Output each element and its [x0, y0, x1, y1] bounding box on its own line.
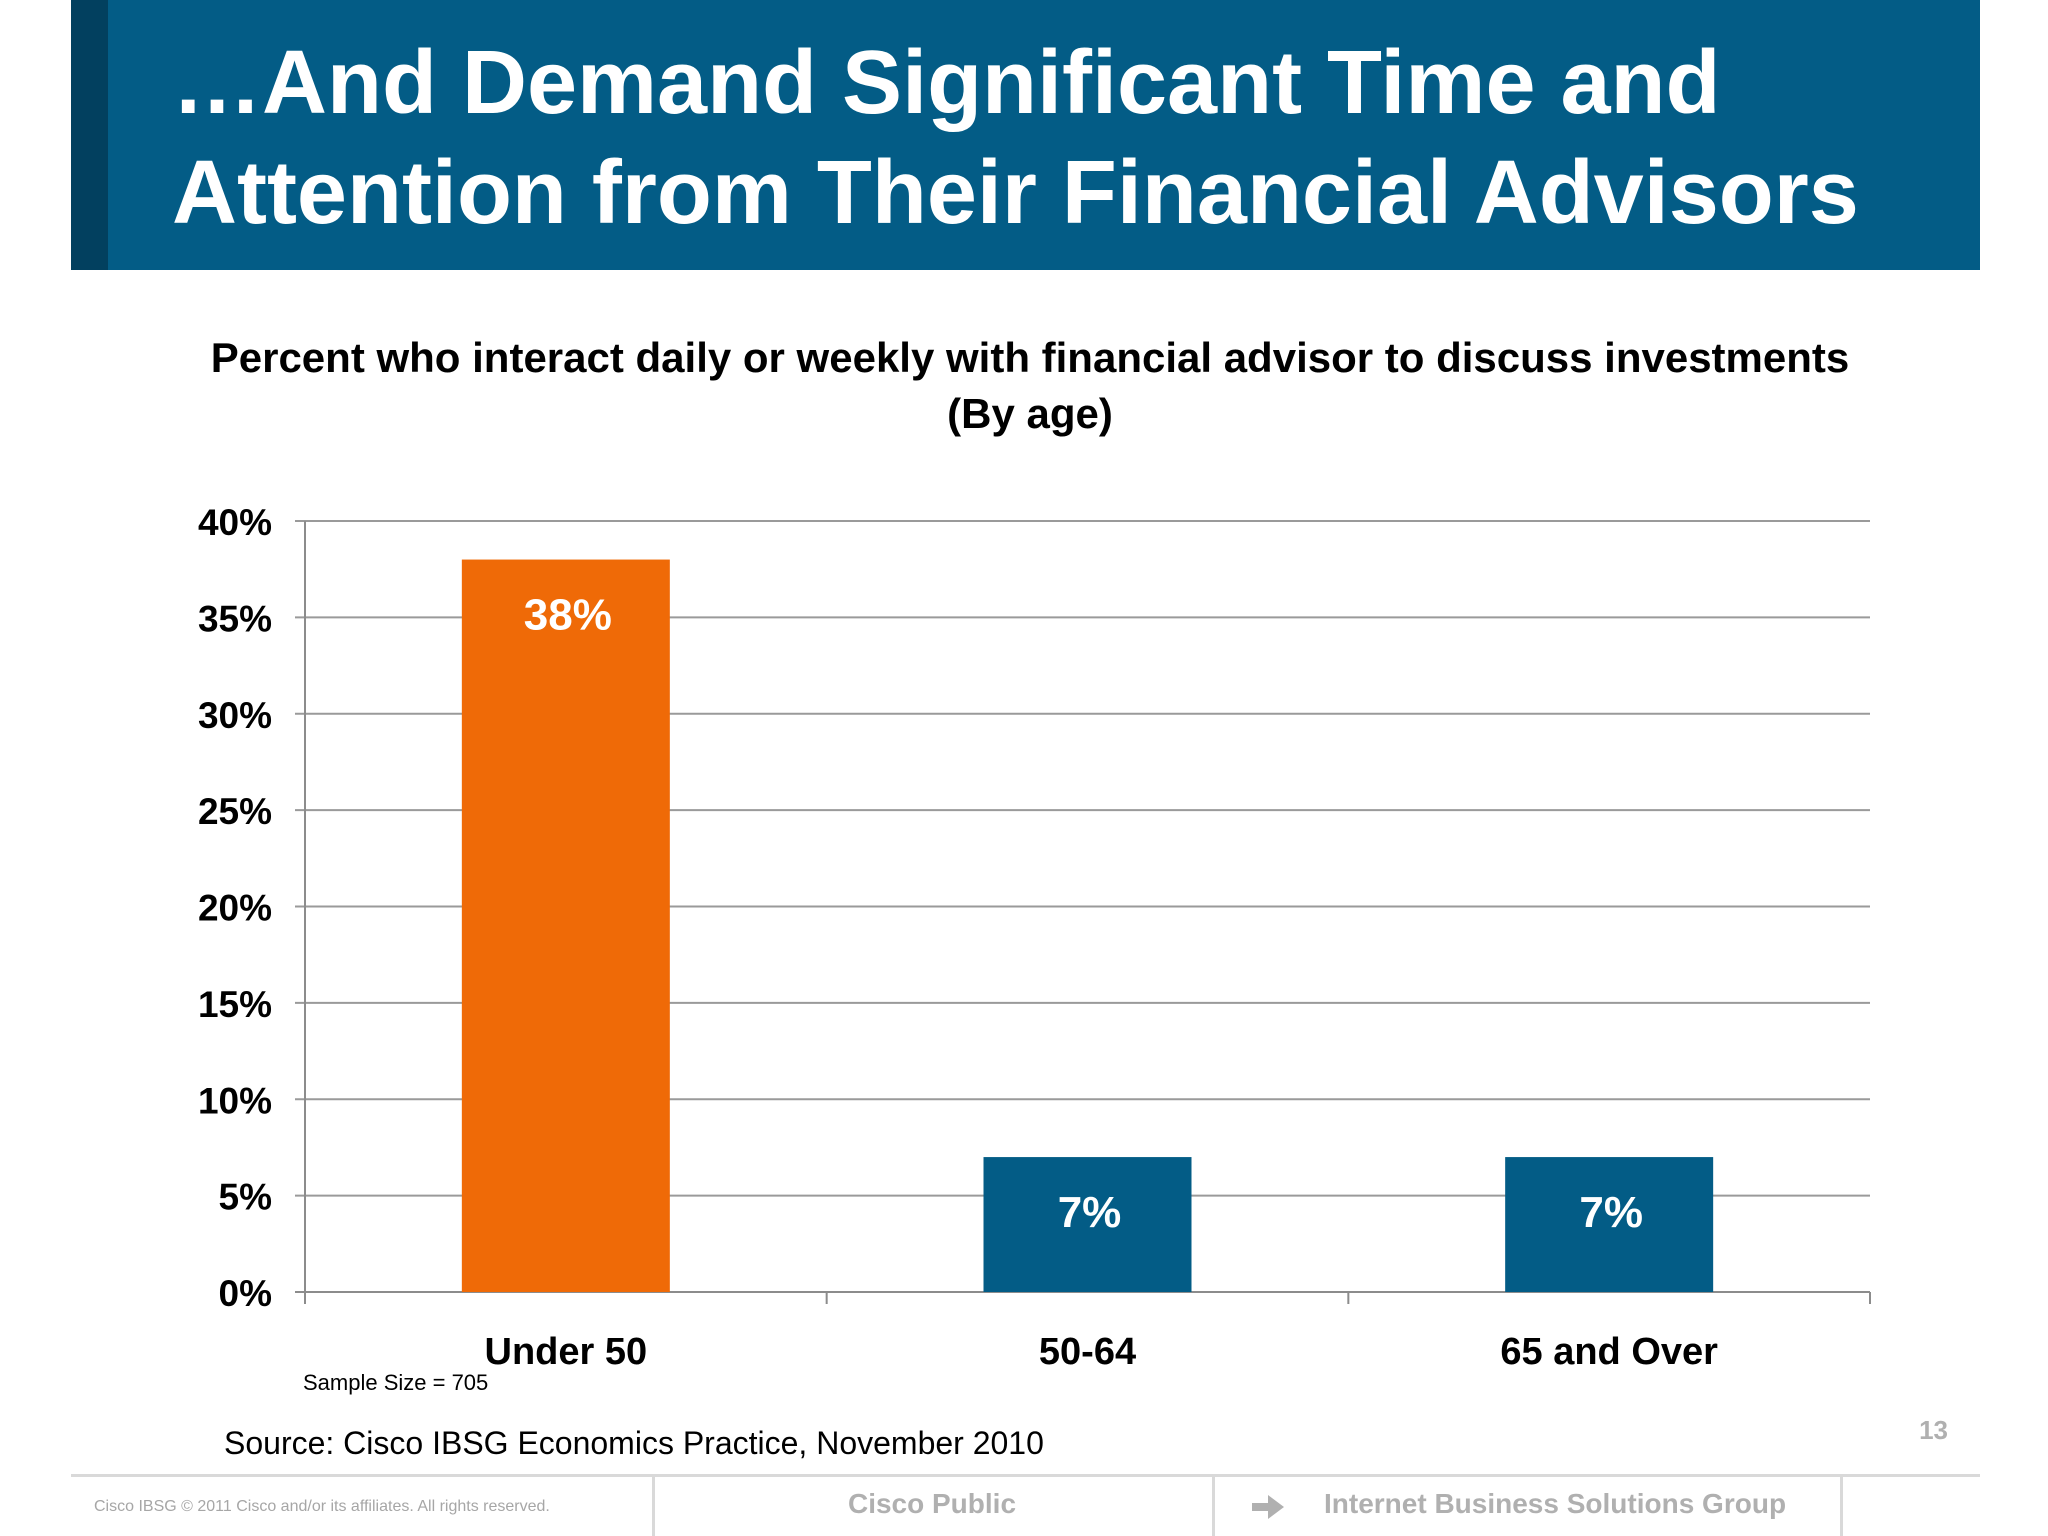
bar-value-label: 7% — [1579, 1188, 1643, 1237]
y-tick-label: 35% — [198, 598, 272, 639]
bar — [1505, 1157, 1714, 1292]
footer-divider — [71, 1474, 1980, 1477]
x-category-label: Under 50 — [485, 1331, 648, 1373]
sample-size-note: Sample Size = 705 — [303, 1370, 489, 1395]
title-banner — [71, 0, 1980, 270]
footer-classification: Cisco Public — [847, 1488, 1017, 1519]
chart-title-line-1: Percent who interact daily or weekly wit… — [210, 334, 1850, 381]
y-tick-label: 10% — [198, 1080, 272, 1121]
y-tick-label: 20% — [198, 888, 272, 929]
bar-value-label: 38% — [524, 591, 612, 640]
chart-title: Percent who interact daily or weekly wit… — [100, 330, 1960, 442]
title-banner-accent — [71, 0, 108, 270]
footer-group-name: Internet Business Solutions Group — [1324, 1488, 1787, 1519]
y-tick-label: 5% — [219, 1177, 272, 1218]
arrow-right-icon — [1252, 1495, 1284, 1519]
y-tick-label: 15% — [198, 984, 272, 1025]
chart-title-line-2: (By age) — [947, 390, 1113, 437]
footer-separator — [1840, 1474, 1843, 1536]
bar-value-label: 7% — [1058, 1188, 1122, 1237]
y-tick-label: 25% — [198, 791, 272, 832]
bar — [983, 1157, 1192, 1292]
y-tick-label: 0% — [219, 1273, 272, 1314]
slide-title-line-2: Attention from Their Financial Advisors — [172, 143, 1859, 243]
bar — [461, 559, 670, 1292]
page-number: 13 — [1919, 1415, 1948, 1445]
footer-copyright: Cisco IBSG © 2011 Cisco and/or its affil… — [94, 1498, 550, 1515]
footer-separator — [1212, 1474, 1215, 1536]
y-tick-label: 40% — [198, 502, 272, 543]
bar-chart: 0% 5% 10% 15% 20% 25% 30% 35% 40% 38% Under 50 7% 50… — [198, 502, 1871, 1373]
x-category-label: 65 and Over — [1500, 1331, 1718, 1373]
x-category-label: 50-64 — [1039, 1331, 1136, 1373]
slide-title: …And Demand Significant Time and Attenti… — [172, 28, 1952, 248]
source-note: Source: Cisco IBSG Economics Practice, N… — [224, 1425, 1044, 1461]
footer-separator — [652, 1474, 655, 1536]
slide-title-line-1: …And Demand Significant Time and — [172, 33, 1721, 133]
y-tick-label: 30% — [198, 695, 272, 736]
